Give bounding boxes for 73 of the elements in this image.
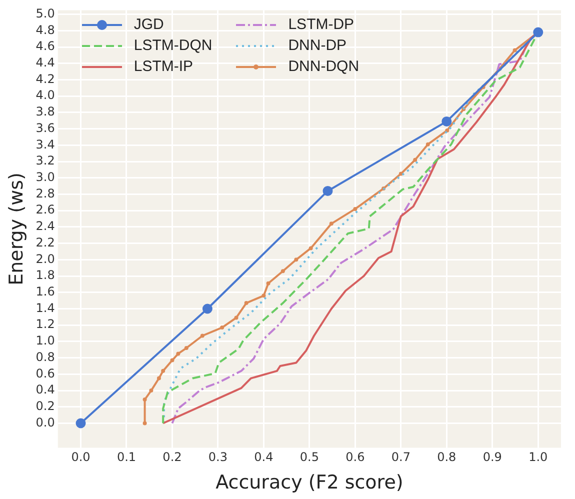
y-tick-label: 0.4 bbox=[36, 382, 55, 397]
y-tick-label: 4.6 bbox=[36, 39, 55, 54]
point bbox=[266, 281, 270, 286]
x-tick-label: 0.2 bbox=[162, 450, 182, 464]
y-tick-label: 1.0 bbox=[36, 334, 55, 348]
point bbox=[176, 352, 180, 356]
legend-label: LSTM-IP bbox=[134, 58, 194, 76]
y-tick-label: 3.2 bbox=[36, 154, 55, 168]
y-tick-label: 0.0 bbox=[36, 415, 55, 430]
point bbox=[200, 334, 204, 338]
point bbox=[512, 48, 517, 52]
y-tick-label: 2.6 bbox=[36, 202, 55, 217]
x-tick-label: 0.8 bbox=[437, 450, 456, 464]
point bbox=[280, 269, 285, 274]
y-tick-label: 0.6 bbox=[36, 366, 55, 380]
point bbox=[308, 246, 313, 250]
point bbox=[142, 421, 147, 426]
x-tick-label: 0.3 bbox=[208, 450, 228, 464]
point bbox=[156, 376, 161, 380]
point bbox=[329, 222, 334, 226]
point bbox=[76, 418, 86, 428]
x-tick-label: 1.0 bbox=[528, 450, 548, 464]
legend-label: DNN-DP bbox=[288, 37, 347, 54]
x-tick-label: 0.9 bbox=[482, 450, 502, 464]
point bbox=[398, 172, 403, 176]
y-axis-title: Energy (ws) bbox=[5, 172, 28, 286]
y-tick-label: 0.8 bbox=[36, 350, 55, 364]
point bbox=[142, 398, 147, 402]
y-tick-label: 2.8 bbox=[36, 186, 55, 200]
legend-label: LSTM-DP bbox=[288, 16, 354, 34]
y-tick-label: 1.8 bbox=[36, 268, 55, 282]
y-tick-label: 1.2 bbox=[36, 317, 55, 332]
y-tick-label: 4.8 bbox=[36, 22, 55, 37]
y-tick-label: 1.6 bbox=[36, 284, 55, 299]
x-tick-label: 0.6 bbox=[346, 450, 365, 464]
y-tick-label: 1.4 bbox=[36, 300, 55, 315]
x-tick-label: 0.0 bbox=[71, 450, 90, 464]
point bbox=[262, 294, 266, 298]
y-tick-label: 3.0 bbox=[36, 170, 55, 184]
y-tick-label: 5.0 bbox=[36, 6, 55, 20]
x-axis-title: Accuracy (F2 score) bbox=[216, 472, 404, 494]
y-tick-label: 0.2 bbox=[36, 399, 55, 414]
point bbox=[533, 27, 544, 38]
point bbox=[161, 368, 166, 373]
point bbox=[413, 158, 418, 162]
point bbox=[184, 346, 188, 350]
y-tick-label: 4.0 bbox=[36, 88, 55, 102]
y-tick-label: 2.4 bbox=[36, 219, 55, 234]
y-tick-label: 4.2 bbox=[36, 72, 55, 86]
point bbox=[202, 304, 212, 314]
legend-label: LSTM-DQN bbox=[134, 37, 212, 54]
legend-label: DNN-DQN bbox=[288, 58, 360, 76]
point bbox=[353, 206, 358, 211]
point bbox=[220, 326, 224, 330]
x-tick-label: 0.7 bbox=[391, 450, 410, 464]
point bbox=[149, 388, 154, 393]
point bbox=[426, 142, 430, 146]
y-tick-label: 3.6 bbox=[36, 120, 55, 135]
point bbox=[294, 258, 298, 262]
point bbox=[244, 301, 248, 306]
point bbox=[170, 358, 174, 362]
y-tick-label: 4.4 bbox=[36, 55, 55, 70]
y-tick-label: 3.4 bbox=[36, 137, 55, 152]
x-tick-label: 0.5 bbox=[300, 450, 319, 464]
point bbox=[322, 186, 333, 196]
y-tick-label: 2.2 bbox=[36, 235, 55, 250]
x-tick-label: 0.4 bbox=[254, 450, 274, 464]
y-tick-label: 3.8 bbox=[36, 104, 55, 119]
y-tick-label: 2.0 bbox=[36, 252, 55, 266]
point bbox=[234, 316, 238, 320]
x-tick-label: 0.1 bbox=[116, 450, 136, 464]
legend-label: JGD bbox=[134, 16, 164, 34]
point bbox=[442, 116, 452, 126]
